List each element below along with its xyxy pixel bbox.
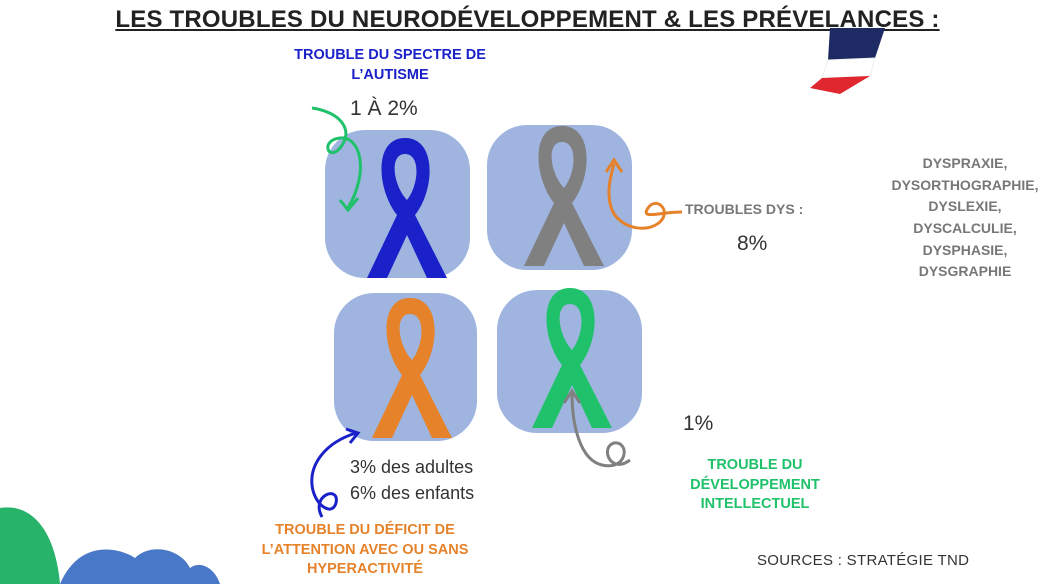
dys-list-item: DYSORTHOGRAPHIE, [891,176,1039,193]
tdah-label-line2: L’ATTENTION AVEC OU SANS [261,541,469,558]
blue-ribbon-icon [367,138,447,278]
page-title: LES TROUBLES DU NEURODÉVELOPPEMENT & LES… [115,6,940,33]
tsa-label-line2: L’AUTISME [351,66,429,83]
dys-label: TROUBLES DYS : [685,201,804,217]
green-curly-arrow-icon [311,106,362,213]
dys-list-item: DYSGRAPHIE [918,263,1012,280]
dys-list: DYSPRAXIE, DYSORTHOGRAPHIE, DYSLEXIE, DY… [870,153,1055,283]
blue-curly-arrow-icon [310,427,361,518]
orange-curly-arrow-icon [604,157,683,230]
tsa-label: TROUBLE DU SPECTRE DE L’AUTISME [270,46,510,85]
dys-list-item: DYSPRAXIE, [922,155,1008,171]
tdah-prevalence: 3% des adultes 6% des enfants [350,454,474,506]
tdi-label: TROUBLE DU DÉVELOPPEMENT INTELLECTUEL [655,456,855,515]
tdi-prevalence: 1% [683,412,714,435]
tdi-label-line1: TROUBLE DU [707,457,803,473]
dys-prevalence: 8% [737,232,768,255]
tsa-prevalence: 1 À 2% [350,97,418,120]
grey-ribbon-icon [524,126,604,266]
dys-list-item: DYSCALCULIE, [913,220,1017,237]
tdah-prevalence-adults: 3% des adultes [350,457,474,477]
tdi-label-line3: INTELLECTUEL [700,496,810,513]
dys-list-item: DYSLEXIE, [928,198,1002,215]
tsa-label-line1: TROUBLE DU SPECTRE DE [294,47,486,63]
orange-ribbon-icon [372,298,452,438]
dys-list-item: DYSPHASIE, [922,241,1008,258]
french-flag-icon [810,28,885,94]
tdah-label-line3: HYPERACTIVITÉ [306,561,423,578]
tdah-label: TROUBLE DU DÉFICIT DE L’ATTENTION AVEC O… [225,521,505,580]
tdah-label-line1: TROUBLE DU DÉFICIT DE [275,522,455,538]
green-ribbon-icon [532,288,612,428]
tdi-label-line2: DÉVELOPPEMENT [690,476,820,493]
grey-curly-arrow-icon [562,388,631,468]
tdah-prevalence-children: 6% des enfants [350,483,475,504]
decorative-blob-shapes [0,507,220,584]
sources-text: SOURCES : STRATÉGIE TND [757,552,970,569]
